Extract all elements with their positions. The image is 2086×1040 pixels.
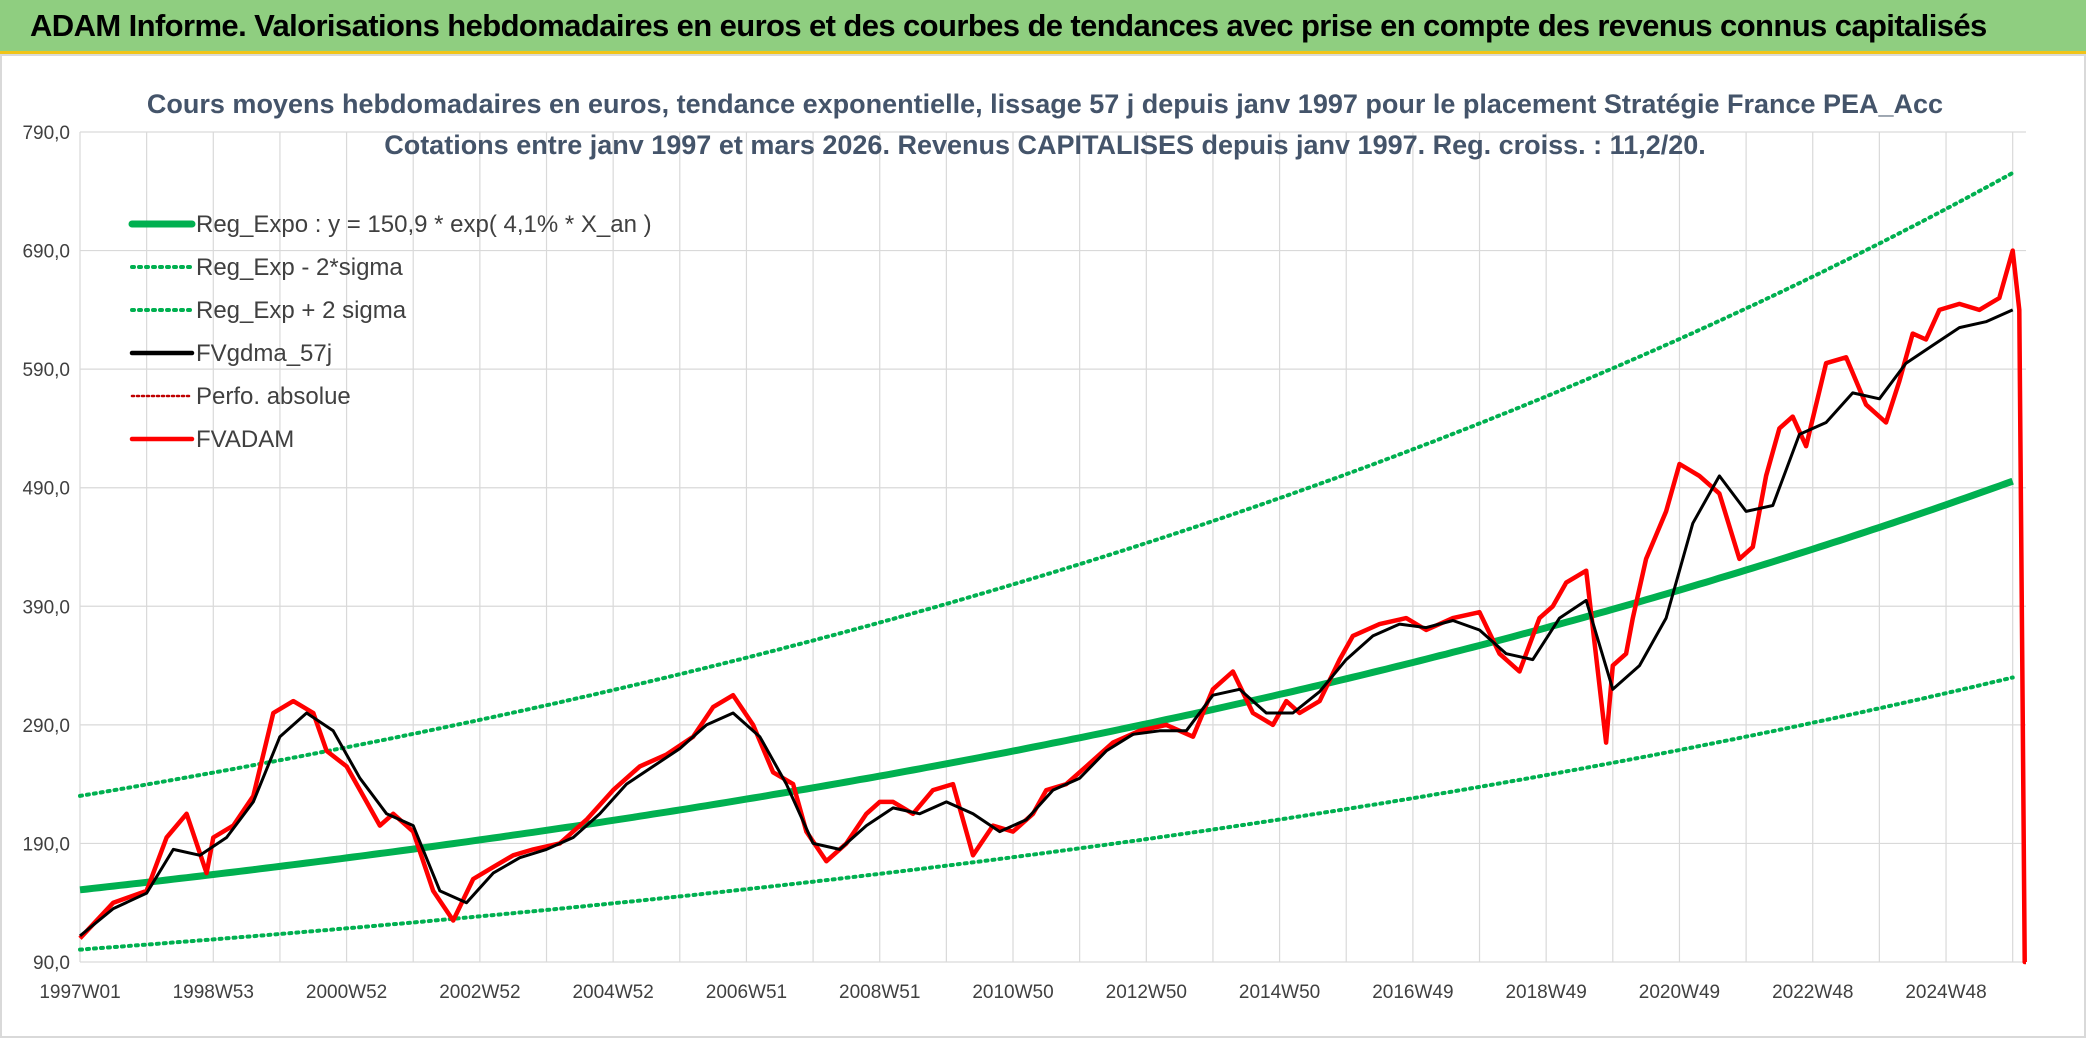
- reg-exp-plus-2sigma-line: [78, 170, 2015, 798]
- x-tick-label: 2004W52: [572, 982, 653, 1003]
- x-tick-label: 2000W52: [306, 982, 387, 1003]
- y-tick-label: 390,0: [22, 597, 70, 618]
- legend-label: Reg_Exp - 2*sigma: [196, 254, 403, 281]
- y-tick-label: 90,0: [33, 953, 70, 974]
- reg-expo-line: [79, 477, 2014, 894]
- x-tick-label: 2022W48: [1772, 982, 1853, 1003]
- x-tick-label: 2024W48: [1905, 982, 1986, 1003]
- banner-title: ADAM Informe. Valorisations hebdomadaire…: [30, 8, 1987, 43]
- reg-exp-minus-2sigma-line: [78, 675, 2015, 952]
- y-tick-label: 790,0: [22, 123, 70, 144]
- y-tick-labels: 90,0 190,0 290,0 390,0 490,0 590,0 690,0 790,0: [22, 123, 70, 974]
- grid-vertical: [79, 132, 2014, 962]
- fvgdma-57j-line: [79, 308, 2014, 938]
- grid-horizontal: [80, 131, 2026, 963]
- fvadam-line: [78, 248, 2027, 965]
- x-tick-label: 2020W49: [1639, 982, 1720, 1003]
- chart-title: Cours moyens hebdomadaires en euros, ten…: [147, 89, 1943, 119]
- banner: ADAM Informe. Valorisations hebdomadaire…: [0, 0, 2086, 54]
- x-tick-label: 2016W49: [1372, 982, 1453, 1003]
- x-tick-label: 1997W01: [39, 982, 120, 1003]
- series-lines: [78, 170, 2027, 965]
- chart-subtitle: Cotations entre janv 1997 et mars 2026. …: [384, 130, 1706, 160]
- legend-label: FVgdma_57j: [196, 340, 332, 367]
- y-tick-label: 590,0: [22, 360, 70, 381]
- legend-label: Perfo. absolue: [196, 383, 351, 410]
- chart-svg: 90,0190,0290,0390,0490,0590,0690,0790,0 …: [22, 89, 2027, 1003]
- legend-label: Reg_Exp + 2 sigma: [196, 297, 407, 324]
- x-tick-label: 2002W52: [439, 982, 520, 1003]
- y-tick-label: 490,0: [22, 479, 70, 500]
- x-tick-label: 2010W50: [972, 982, 1053, 1003]
- x-tick-label: 2006W51: [706, 982, 787, 1003]
- chart-area: 90,0 190,0 290,0 390,0 490,0 590,0 690,0 790,0 …: [0, 54, 2086, 1038]
- y-tick-label: 190,0: [22, 834, 70, 855]
- y-tick-label: 290,0: [22, 716, 70, 737]
- x-tick-labels: 1997W01 1998W53 2000W52 2002W52 2004W52 2006W…: [39, 982, 1986, 1003]
- legend: Reg_Expo : y = 150,9 * exp( 4,1% * X_an …: [128, 211, 652, 453]
- legend-label: Reg_Expo : y = 150,9 * exp( 4,1% * X_an …: [196, 211, 652, 238]
- legend-label: FVADAM: [196, 426, 294, 453]
- y-tick-label: 690,0: [22, 242, 70, 263]
- x-tick-label: 2014W50: [1239, 982, 1320, 1003]
- x-tick-label: 2012W50: [1106, 982, 1187, 1003]
- x-tick-label: 2018W49: [1505, 982, 1586, 1003]
- x-tick-label: 2008W51: [839, 982, 920, 1003]
- x-tick-label: 1998W53: [173, 982, 254, 1003]
